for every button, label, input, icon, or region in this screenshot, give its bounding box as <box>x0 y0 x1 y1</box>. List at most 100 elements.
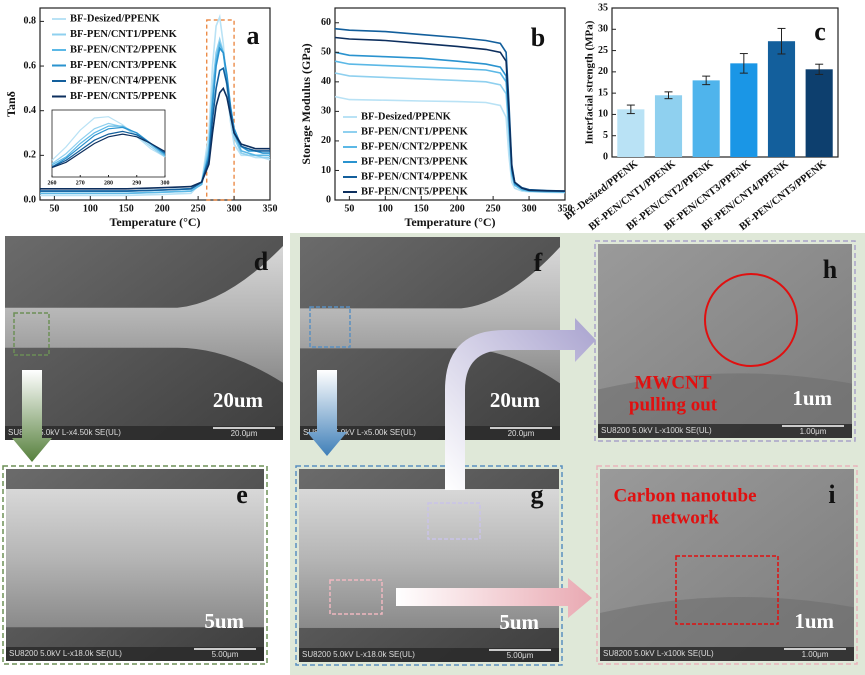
y-tick-label: 30 <box>321 106 331 117</box>
arrow <box>307 370 347 456</box>
bar <box>617 109 645 157</box>
x-tick-label: 100 <box>378 203 393 214</box>
scale-bar-label: 5.00μm <box>212 650 239 659</box>
fiber <box>5 246 283 383</box>
x-tick-label: 290 <box>132 180 141 186</box>
y-tick-label: 25 <box>598 45 608 56</box>
x-tick-label: 350 <box>263 203 278 214</box>
roi-box <box>427 502 481 540</box>
scale-bar-label: 20.0μm <box>508 429 535 438</box>
y-tick-label: 60 <box>321 17 331 28</box>
arrow <box>396 578 592 618</box>
y-tick-label: 50 <box>321 47 331 58</box>
roi-box <box>309 306 351 348</box>
roi-circle <box>704 273 798 367</box>
y-tick-label: 20 <box>321 135 331 146</box>
x-tick-label: 150 <box>414 203 429 214</box>
y-tick-label: 15 <box>598 87 608 98</box>
panel-label: d <box>254 247 269 276</box>
x-tick-label: 150 <box>119 203 134 214</box>
annotation: MWCNT <box>634 372 711 393</box>
x-axis-title: Temperature (°C) <box>404 215 495 229</box>
panel-label: a <box>247 21 260 50</box>
sem-footer <box>5 426 283 440</box>
series-line <box>40 86 270 190</box>
y-axis-title: Tanδ <box>4 91 18 117</box>
x-tick-label: 250 <box>191 203 206 214</box>
panel-border <box>295 465 563 666</box>
fiber <box>299 489 559 628</box>
y-tick-label: 0.6 <box>24 60 37 71</box>
panel-label: c <box>814 17 826 46</box>
sem-info: SU8200 5.0kV L-x100k SE(UL) <box>603 649 714 658</box>
series-line <box>51 116 166 161</box>
x-tick-label: 250 <box>486 203 501 214</box>
annotation: pulling out <box>629 394 718 415</box>
legend-label: BF-PEN/CNT4/PPENK <box>361 171 469 182</box>
plot-frame <box>39 7 271 201</box>
y-axis-title: Storage Modulus (GPa) <box>299 43 313 164</box>
sem-info: SU8200 5.0kV L-x18.0k SE(UL) <box>302 650 415 659</box>
scale-label: 1um <box>794 609 834 633</box>
scale-bar-label: 20.0μm <box>231 429 258 438</box>
panel-label: h <box>823 255 838 284</box>
y-tick-label: 30 <box>598 24 608 35</box>
roi-box <box>329 579 383 615</box>
x-tick-label: 350 <box>558 203 573 214</box>
sem-info: SU8200 5.0kV L-x4.50k SE(UL) <box>8 428 121 437</box>
sem-footer <box>598 424 852 438</box>
sem-footer <box>600 647 854 661</box>
legend-label: BF-PEN/CNT5/PPENK <box>361 186 469 197</box>
legend-label: BF-PEN/CNT4/PPENK <box>70 75 178 86</box>
texture <box>600 597 854 661</box>
scale-bar-label: 1.00μm <box>800 427 827 436</box>
panel-border <box>2 465 268 665</box>
y-tick-label: 35 <box>598 2 608 13</box>
legend-label: BF-Desized/PPENK <box>361 111 452 122</box>
scale-label: 5um <box>204 609 244 633</box>
arrow <box>12 370 52 462</box>
scale-label: 20um <box>490 388 541 412</box>
texture <box>598 373 852 438</box>
y-tick-label: 0 <box>603 151 608 162</box>
annotation: network <box>651 507 719 528</box>
y-axis-title: Interfacial strength (MPa) <box>584 20 596 144</box>
legend-label: BF-PEN/CNT3/PPENK <box>70 60 178 71</box>
sem-footer <box>299 648 559 662</box>
plot-frame <box>611 7 839 158</box>
y-tick-label: 0.0 <box>24 194 37 205</box>
panel-label: f <box>534 248 543 277</box>
x-tick-label: 50 <box>344 203 354 214</box>
legend-label: BF-PEN/CNT1/PPENK <box>361 126 469 137</box>
y-tick-label: 40 <box>321 76 331 87</box>
bar <box>654 95 683 157</box>
scale-bar-label: 5.00μm <box>507 651 534 660</box>
series-line <box>334 95 566 194</box>
series-line <box>51 130 166 168</box>
x-tick-label: 270 <box>76 180 85 186</box>
series-line <box>40 41 270 195</box>
x-tick-label: 280 <box>104 180 113 186</box>
legend-label: BF-PEN/CNT5/PPENK <box>70 91 178 102</box>
x-tick-label: 200 <box>155 203 170 214</box>
series-line <box>334 36 566 192</box>
x-tick-label: 200 <box>450 203 465 214</box>
legend-label: BF-PEN/CNT2/PPENK <box>361 141 469 152</box>
panel-label: i <box>828 480 835 509</box>
scale-bar-label: 1.00μm <box>802 650 829 659</box>
y-tick-label: 5 <box>603 130 608 141</box>
x-tick-label: 260 <box>48 180 57 186</box>
scale-label: 20um <box>213 388 264 412</box>
bar <box>730 63 758 157</box>
legend-label: BF-PEN/CNT3/PPENK <box>361 156 469 167</box>
x-tick-label: 300 <box>227 203 242 214</box>
sem-footer <box>6 647 264 661</box>
series-line <box>40 67 270 192</box>
y-tick-label: 20 <box>598 66 608 77</box>
series-line <box>51 122 166 165</box>
y-tick-label: 0.4 <box>24 105 37 116</box>
roi-box <box>675 555 779 625</box>
x-tick-label: 300 <box>522 203 537 214</box>
